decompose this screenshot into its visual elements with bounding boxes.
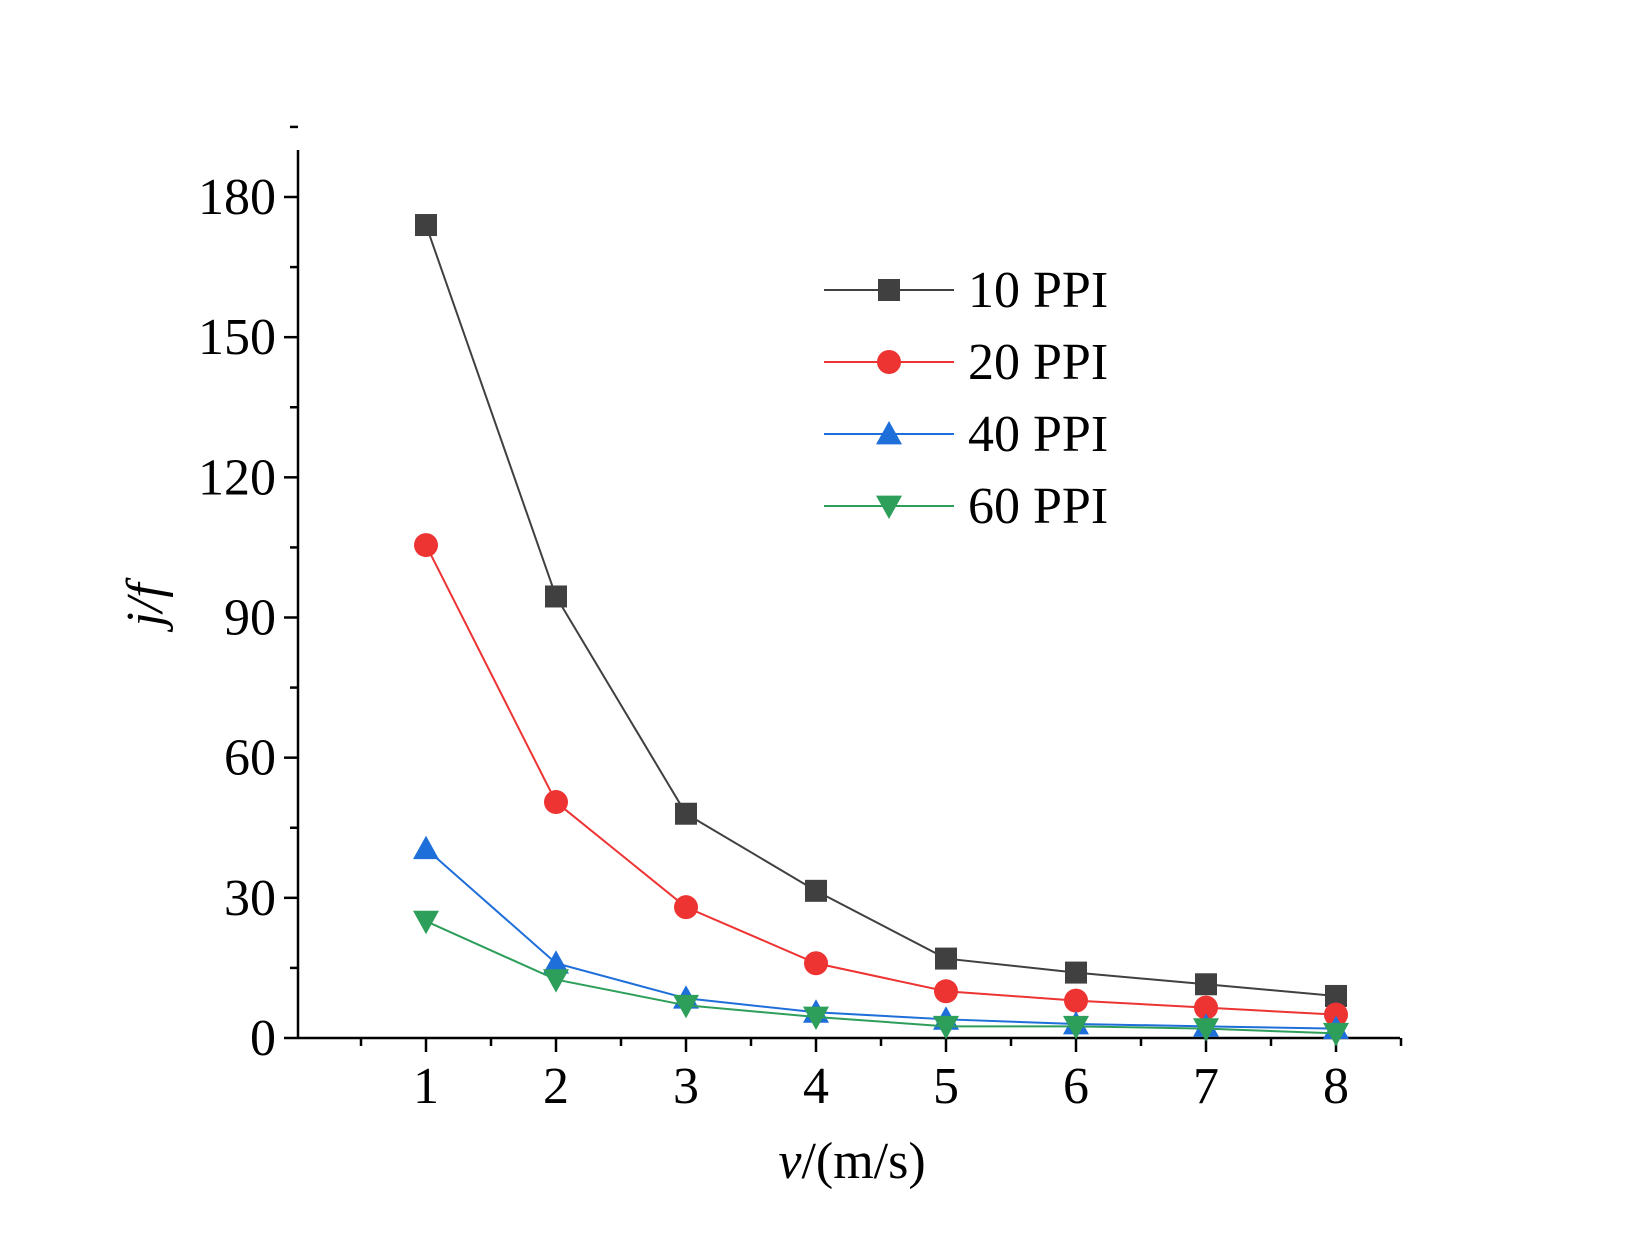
series-line xyxy=(425,544,1337,1016)
y-tick-label: 150 xyxy=(198,309,276,366)
ticks: 0 30 60 90 120 150 180 1 2 3 4 5 6 7 8 xyxy=(198,125,1403,1115)
y-tick-label: 120 xyxy=(198,449,276,506)
legend-marker xyxy=(876,495,902,519)
data-point xyxy=(805,879,827,902)
data-point xyxy=(934,979,958,1004)
data-point xyxy=(673,994,699,1019)
series-line xyxy=(425,920,1337,1035)
legend-item: 60 PPI xyxy=(824,478,1108,535)
legend-marker xyxy=(876,421,902,445)
y-tick-label: 0 xyxy=(250,1010,276,1067)
legend-marker xyxy=(878,279,900,301)
series-60-ppi xyxy=(413,910,1349,1047)
data-point xyxy=(414,533,438,558)
series-layer xyxy=(413,214,1349,1047)
axes xyxy=(296,150,1400,1040)
y-axis-label: j/f xyxy=(117,577,174,633)
data-point xyxy=(933,1015,959,1040)
legend-label: 20 PPI xyxy=(968,334,1108,391)
x-tick-label: 6 xyxy=(1063,1058,1089,1115)
x-tick-label: 3 xyxy=(673,1058,699,1115)
data-point xyxy=(1193,1018,1219,1042)
data-point xyxy=(675,802,697,825)
x-tick-label: 8 xyxy=(1323,1058,1349,1115)
data-point xyxy=(543,969,569,993)
data-point xyxy=(545,585,567,608)
series-line xyxy=(425,224,1337,997)
legend-item: 20 PPI xyxy=(824,334,1108,391)
x-axis-label-variable: v xyxy=(778,1133,802,1190)
legend-item: 40 PPI xyxy=(824,406,1108,463)
y-tick-label: 60 xyxy=(224,730,276,787)
legend-label: 60 PPI xyxy=(968,478,1108,535)
x-tick-label: 7 xyxy=(1193,1058,1219,1115)
x-tick-label: 5 xyxy=(933,1058,959,1115)
legend-label: 40 PPI xyxy=(968,406,1108,463)
data-point xyxy=(415,214,437,237)
series-10-ppi xyxy=(415,214,1347,1007)
data-point xyxy=(1323,1022,1349,1047)
x-tick-label: 2 xyxy=(543,1058,569,1115)
data-point xyxy=(1065,961,1087,984)
data-point xyxy=(1063,1015,1089,1040)
x-axis-label-unit: /(m/s) xyxy=(801,1133,925,1190)
y-tick-label: 180 xyxy=(198,169,276,226)
data-point xyxy=(674,895,698,920)
data-point xyxy=(413,910,439,935)
data-point xyxy=(1324,1002,1348,1027)
data-point xyxy=(1325,984,1347,1007)
legend-label: 10 PPI xyxy=(968,262,1108,319)
data-point xyxy=(413,835,439,860)
legend-marker xyxy=(877,350,901,374)
data-point xyxy=(935,947,957,970)
y-tick-label: 90 xyxy=(224,590,276,647)
data-point xyxy=(804,951,828,976)
series-20-ppi xyxy=(414,533,1348,1027)
legend-item: 10 PPI xyxy=(824,262,1108,319)
data-point xyxy=(803,1006,829,1030)
y-tick-label: 30 xyxy=(224,870,276,927)
data-point xyxy=(544,790,568,815)
x-tick-label: 4 xyxy=(803,1058,829,1115)
series-line xyxy=(425,848,1337,1030)
data-point xyxy=(543,950,569,974)
x-tick-label: 1 xyxy=(413,1058,439,1115)
legend: 10 PPI 20 PPI 40 PPI 60 PPI xyxy=(824,262,1108,535)
data-point xyxy=(1194,995,1218,1020)
data-point xyxy=(1195,973,1217,996)
x-axis-label: v/(m/s) xyxy=(778,1133,925,1190)
data-point xyxy=(1064,988,1088,1013)
